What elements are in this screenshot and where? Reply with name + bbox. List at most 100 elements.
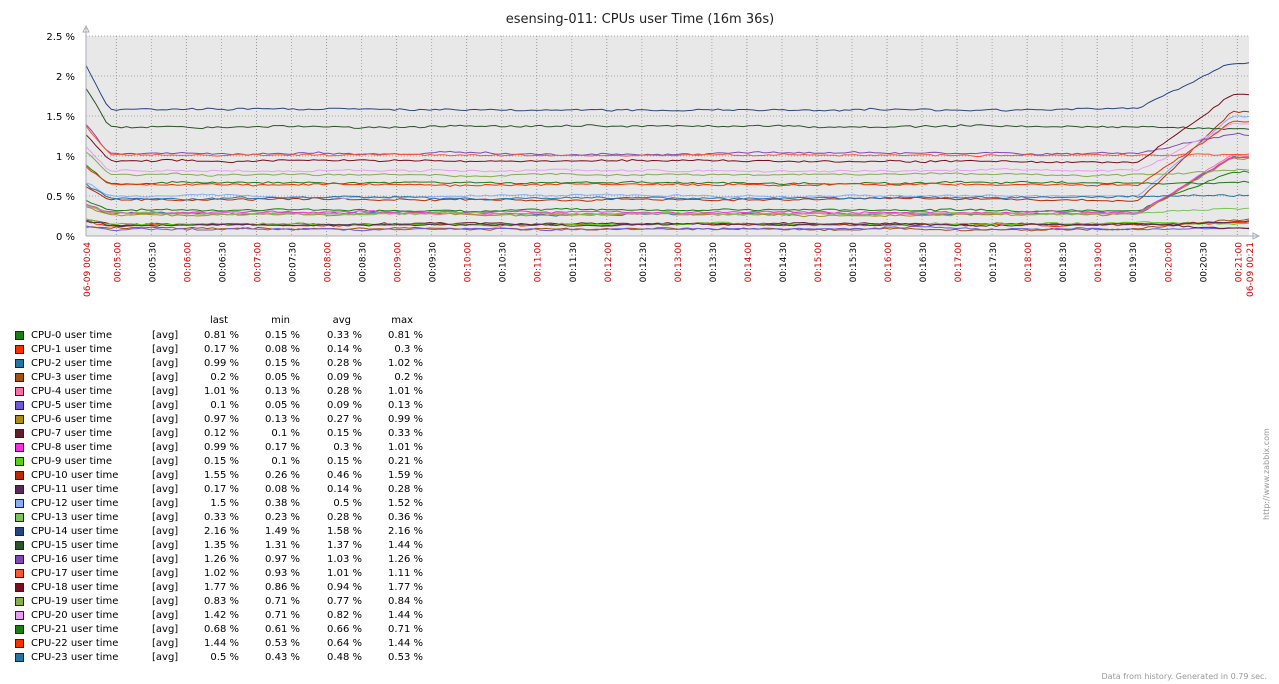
legend-min-value: 0.13 % bbox=[265, 386, 300, 397]
series-line bbox=[85, 88, 1250, 131]
legend-max-value: 1.44 % bbox=[388, 638, 423, 649]
series-line bbox=[85, 124, 1250, 157]
legend-function: [avg] bbox=[152, 428, 179, 439]
x-tick-label: 00:08:30 bbox=[359, 242, 369, 283]
legend-min-value: 0.97 % bbox=[265, 554, 300, 565]
series-line bbox=[85, 122, 1250, 173]
legend-last-value: 1.35 % bbox=[204, 540, 239, 551]
y-tick-label: 2.5 % bbox=[46, 32, 75, 43]
legend-min-value: 0.15 % bbox=[265, 358, 300, 369]
y-tick-label: 0 % bbox=[56, 232, 75, 243]
legend-header-last: last bbox=[209, 315, 228, 326]
legend-swatch bbox=[15, 373, 24, 382]
x-tick-label: 06-09 00:04 bbox=[83, 242, 93, 297]
series-line bbox=[85, 156, 1250, 215]
x-axis-arrow bbox=[1252, 232, 1261, 240]
legend-function: [avg] bbox=[152, 512, 179, 523]
series-line bbox=[85, 220, 1250, 228]
generation-footer: Data from history. Generated in 0.79 sec… bbox=[1101, 672, 1267, 681]
legend-last-value: 0.97 % bbox=[204, 414, 239, 425]
legend-function: [avg] bbox=[152, 596, 179, 607]
legend-avg-value: 0.27 % bbox=[327, 414, 362, 425]
legend-function: [avg] bbox=[152, 568, 179, 579]
x-tick-label: 00:09:30 bbox=[429, 242, 439, 283]
legend-swatch bbox=[15, 387, 24, 396]
legend-last-value: 1.02 % bbox=[204, 568, 239, 579]
legend-series-name: CPU-13 user time bbox=[31, 512, 119, 523]
legend-last-value: 1.55 % bbox=[204, 470, 239, 481]
legend-max-value: 0.21 % bbox=[388, 456, 423, 467]
legend-series-name: CPU-21 user time bbox=[31, 624, 119, 635]
legend-last-value: 0.2 % bbox=[210, 372, 239, 383]
x-tick-label: 00:13:00 bbox=[674, 242, 684, 283]
legend-max-value: 0.3 % bbox=[394, 344, 423, 355]
legend-series-name: CPU-19 user time bbox=[31, 596, 119, 607]
legend-avg-value: 1.37 % bbox=[327, 540, 362, 551]
watermark-url: http://www.zabbix.com bbox=[1262, 428, 1271, 520]
legend-min-value: 0.93 % bbox=[265, 568, 300, 579]
x-tick-label: 00:12:30 bbox=[639, 242, 649, 283]
x-tick-label: 00:14:30 bbox=[779, 242, 789, 283]
legend-avg-value: 0.09 % bbox=[327, 400, 362, 411]
legend-max-value: 2.16 % bbox=[388, 526, 423, 537]
legend-swatch bbox=[15, 569, 24, 578]
legend-max-value: 0.13 % bbox=[388, 400, 423, 411]
legend-max-value: 1.77 % bbox=[388, 582, 423, 593]
x-tick-label: 00:18:00 bbox=[1024, 242, 1034, 283]
legend-swatch bbox=[15, 499, 24, 508]
legend-series-name: CPU-2 user time bbox=[31, 358, 113, 369]
legend-avg-value: 0.82 % bbox=[327, 610, 362, 621]
legend-swatch bbox=[15, 443, 24, 452]
legend-series-name: CPU-20 user time bbox=[31, 610, 119, 621]
legend-max-value: 1.44 % bbox=[388, 610, 423, 621]
y-tick-label: 0.5 % bbox=[46, 192, 75, 203]
series-line bbox=[85, 218, 1250, 232]
series-lines bbox=[85, 62, 1250, 232]
x-tick-label: 00:10:00 bbox=[464, 242, 474, 283]
legend-max-value: 0.71 % bbox=[388, 624, 423, 635]
legend-last-value: 1.5 % bbox=[210, 498, 239, 509]
legend-max-value: 1.26 % bbox=[388, 554, 423, 565]
x-tick-label: 00:15:00 bbox=[814, 242, 824, 283]
legend-function: [avg] bbox=[152, 400, 179, 411]
legend-last-value: 0.99 % bbox=[204, 442, 239, 453]
legend-last-value: 0.17 % bbox=[204, 344, 239, 355]
legend-min-value: 1.49 % bbox=[265, 526, 300, 537]
legend-swatch bbox=[15, 555, 24, 564]
legend-avg-value: 0.5 % bbox=[333, 498, 362, 509]
legend-avg-value: 0.14 % bbox=[327, 484, 362, 495]
legend-series-name: CPU-15 user time bbox=[31, 540, 119, 551]
legend-avg-value: 1.01 % bbox=[327, 568, 362, 579]
y-tick-label: 1.5 % bbox=[46, 112, 75, 123]
legend-last-value: 1.44 % bbox=[204, 638, 239, 649]
y-tick-label: 1 % bbox=[56, 152, 75, 163]
x-tick-label: 00:18:30 bbox=[1059, 242, 1069, 283]
series-line bbox=[85, 120, 1250, 187]
legend-min-value: 0.53 % bbox=[265, 638, 300, 649]
legend-header-min: min bbox=[271, 315, 290, 326]
legend-avg-value: 0.09 % bbox=[327, 372, 362, 383]
legend-swatch bbox=[15, 611, 24, 620]
x-tick-label: 00:09:00 bbox=[394, 242, 404, 283]
legend-swatch bbox=[15, 457, 24, 466]
x-tick-label: 00:16:00 bbox=[884, 242, 894, 283]
axes bbox=[82, 24, 1261, 240]
legend-min-value: 0.86 % bbox=[265, 582, 300, 593]
legend-max-value: 0.28 % bbox=[388, 484, 423, 495]
legend-series-name: CPU-12 user time bbox=[31, 498, 119, 509]
legend-avg-value: 0.77 % bbox=[327, 596, 362, 607]
x-tick-label: 00:17:30 bbox=[989, 242, 999, 283]
legend-min-value: 0.05 % bbox=[265, 400, 300, 411]
x-tick-label: 00:05:00 bbox=[113, 242, 123, 283]
x-tick-label: 00:13:30 bbox=[709, 242, 719, 283]
legend-function: [avg] bbox=[152, 526, 179, 537]
series-line bbox=[85, 151, 1250, 178]
legend-avg-value: 0.46 % bbox=[327, 470, 362, 481]
legend-last-value: 1.26 % bbox=[204, 554, 239, 565]
legend-max-value: 1.59 % bbox=[388, 470, 423, 481]
legend-last-value: 0.17 % bbox=[204, 484, 239, 495]
legend-min-value: 0.17 % bbox=[265, 442, 300, 453]
series-line bbox=[85, 183, 1250, 201]
legend-function: [avg] bbox=[152, 610, 179, 621]
legend-min-value: 0.43 % bbox=[265, 652, 300, 663]
